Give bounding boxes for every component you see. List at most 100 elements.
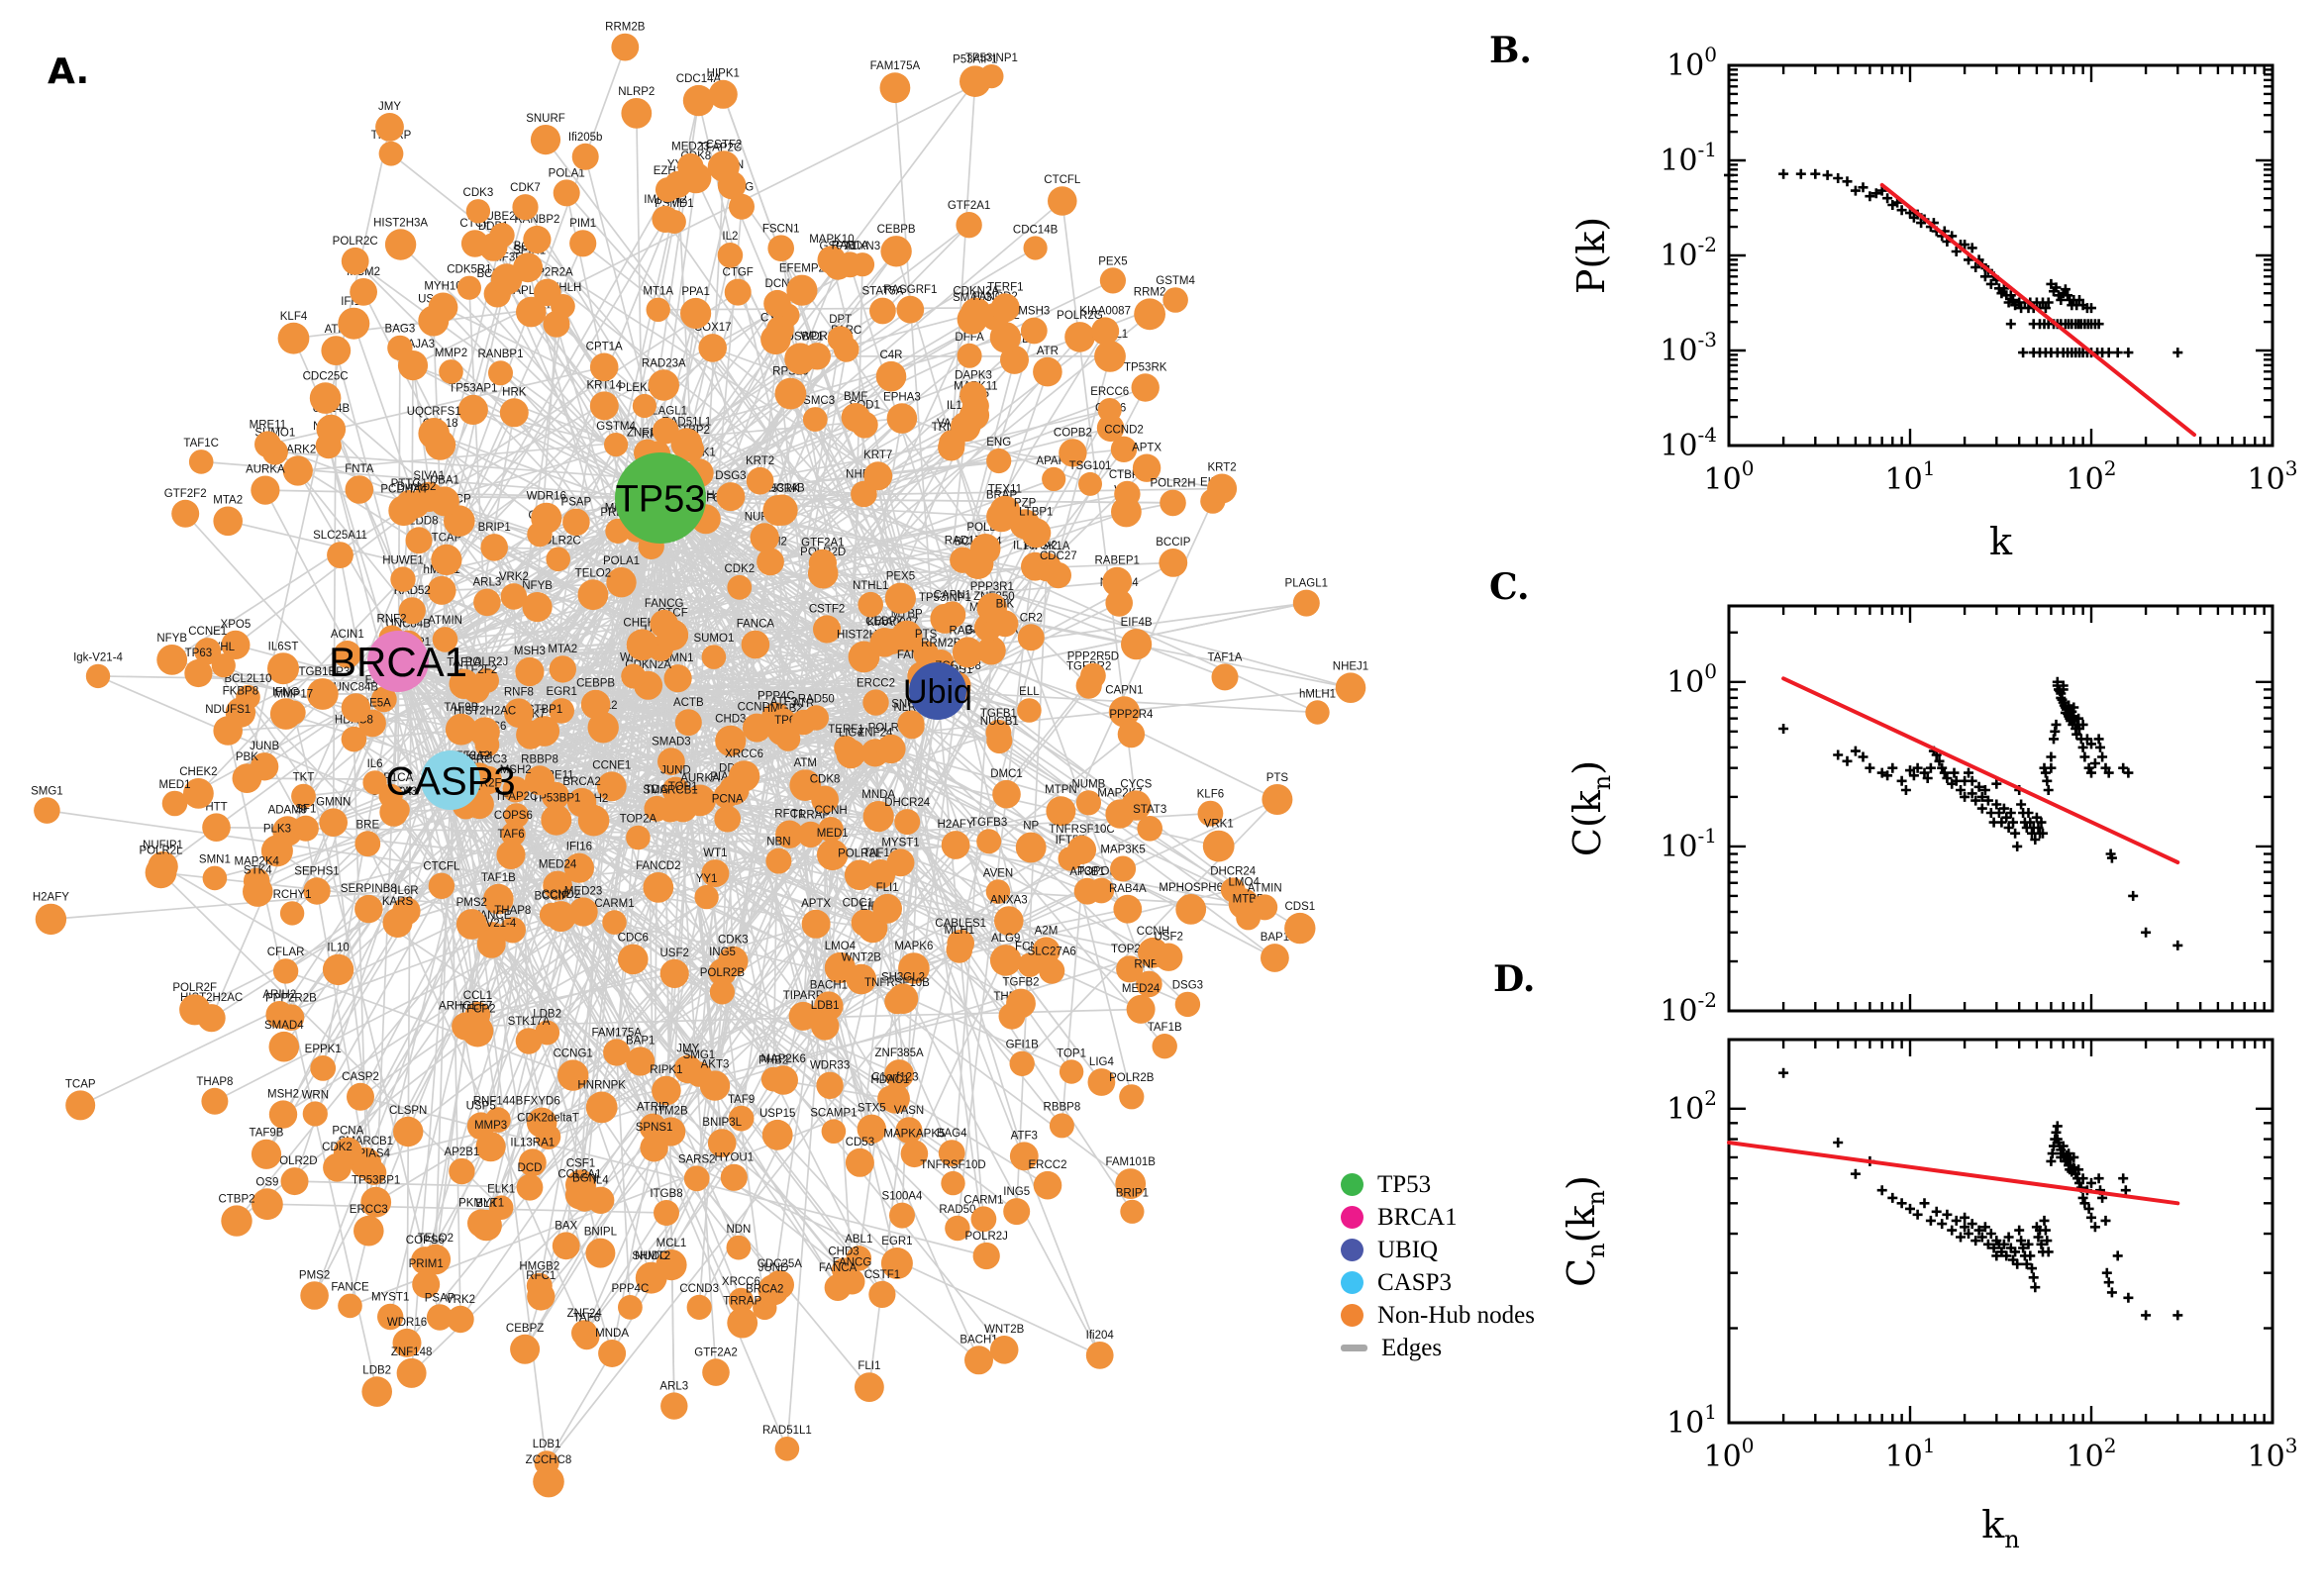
hub-node-ubiq	[909, 662, 966, 720]
network-node	[1088, 877, 1115, 904]
network-node	[850, 252, 875, 277]
network-node-label: APTX	[801, 898, 831, 910]
network-node-label: SMAD3	[652, 736, 691, 748]
legend-item-label: TP53	[1377, 1170, 1432, 1198]
network-node-label: UQCRFS1	[407, 406, 461, 418]
network-node-label: ING5	[709, 947, 736, 958]
network-edge	[669, 690, 939, 1133]
node-swatch-icon	[1341, 1173, 1364, 1196]
network-node	[727, 1307, 758, 1339]
network-node-label: CHD3	[828, 1246, 858, 1257]
network-node-label: TAF9B	[444, 702, 478, 714]
network-node-label: BRCA2	[562, 776, 600, 788]
network-node-label: ANXA3	[990, 894, 1028, 906]
network-node	[846, 963, 877, 995]
network-edge	[993, 409, 1111, 617]
network-node-label: TCAP	[65, 1078, 96, 1090]
network-edge	[450, 779, 461, 1320]
network-edge	[510, 812, 1211, 856]
network-edge	[1021, 798, 1278, 1064]
network-node	[986, 727, 1013, 754]
network-node	[858, 591, 883, 618]
legend-item: CASP3	[1341, 1266, 1535, 1299]
legend-item: TP53	[1341, 1168, 1535, 1201]
network-node-label: DMC1	[990, 768, 1023, 780]
network-node	[1039, 957, 1065, 984]
network-node	[184, 658, 213, 688]
network-node	[728, 1287, 755, 1314]
network-node-label: FLI1	[858, 1360, 880, 1372]
network-node	[845, 1147, 874, 1177]
network-node-label: POLR2J	[964, 1231, 1007, 1243]
network-node-label: POLR2J	[465, 656, 508, 668]
network-node	[516, 296, 547, 328]
network-node-label: BMF	[844, 391, 867, 403]
network-node-label: CSTF2	[809, 603, 845, 615]
network-node-label: SMG1	[31, 785, 63, 797]
legend-item: Non-Hub nodes	[1341, 1299, 1535, 1332]
network-node-label: MAPK6	[894, 941, 933, 952]
network-edge	[540, 1085, 716, 1297]
network-node-label: ENG	[986, 437, 1011, 449]
network-node-label: JUND	[758, 1262, 789, 1274]
hub-node-casp3	[421, 750, 480, 810]
network-node	[899, 713, 925, 740]
network-node	[682, 84, 715, 117]
network-node	[646, 297, 670, 322]
network-node-label: THAP8	[196, 1076, 233, 1088]
network-node	[979, 64, 1004, 89]
network-edge	[636, 527, 939, 692]
network-edge	[247, 696, 655, 1128]
network-node-label: CDC27	[1040, 550, 1077, 562]
network-edge	[699, 799, 1245, 905]
network-node	[302, 1101, 328, 1127]
network-node	[694, 884, 719, 910]
network-node-label: WT1	[703, 848, 727, 859]
network-node	[680, 297, 712, 330]
network-node-label: MT1A	[643, 286, 673, 298]
network-node-label: XRCC6	[725, 748, 763, 760]
network-node-label: TAF1B	[481, 872, 516, 884]
network-node-label: HTT	[205, 801, 227, 813]
network-node-label: FAM175A	[591, 1027, 642, 1039]
network-node-label: PCNA	[332, 1126, 363, 1138]
network-node	[161, 790, 188, 817]
network-node	[663, 664, 692, 693]
network-node	[889, 1202, 915, 1229]
tick-label: 10-2	[1660, 233, 1717, 273]
network-node	[571, 1184, 598, 1212]
network-node-label: CCND3	[679, 1283, 719, 1295]
network-node-label: MCL1	[656, 1238, 687, 1249]
network-node-label: ATMIN	[428, 615, 462, 627]
network-node-label: VRK2	[446, 1294, 475, 1306]
network-node	[707, 1129, 737, 1157]
network-node-label: CTGF	[723, 267, 754, 279]
network-node-label: BAX	[555, 1220, 577, 1232]
network-node	[533, 1465, 564, 1498]
network-edge	[582, 618, 946, 913]
network-node-label: DHCR24	[884, 797, 931, 809]
network-node	[1097, 398, 1122, 423]
network-node	[194, 638, 222, 665]
network-node	[1017, 698, 1042, 723]
network-node-label: RANBP1	[477, 349, 523, 360]
network-node-label: TGFB1	[980, 708, 1017, 720]
network-node-label: RRM2	[1134, 287, 1166, 299]
network-edge	[294, 1180, 531, 1189]
network-node-label: ABL1	[845, 1234, 872, 1246]
network-node-label: GTF2A2	[694, 1347, 737, 1358]
network-node	[534, 278, 561, 307]
network-node	[455, 909, 487, 940]
network-edge	[583, 642, 886, 1334]
network-node	[768, 1065, 798, 1095]
network-node	[465, 199, 491, 224]
network-edge	[940, 661, 1265, 909]
network-node-label: EPHA3	[883, 391, 921, 403]
network-node-label: C1orf123	[871, 1072, 918, 1084]
network-edge	[913, 500, 1214, 1154]
network-node	[708, 79, 738, 109]
network-node-label: NTHL1	[853, 580, 888, 592]
network-node-label: KRT2	[1207, 462, 1236, 474]
network-node	[427, 575, 456, 605]
network-node-label: CASP2	[342, 1071, 379, 1083]
